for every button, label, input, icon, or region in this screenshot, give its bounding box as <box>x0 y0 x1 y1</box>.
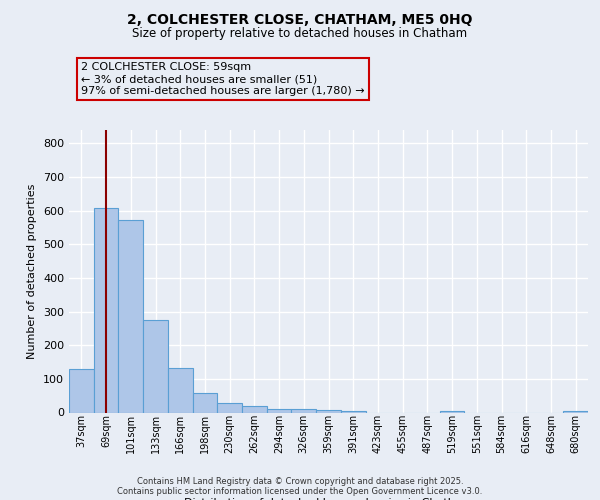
Bar <box>94 208 118 412</box>
Text: Contains public sector information licensed under the Open Government Licence v3: Contains public sector information licen… <box>118 487 482 496</box>
Bar <box>118 220 143 412</box>
Y-axis label: Number of detached properties: Number of detached properties <box>28 184 37 359</box>
Bar <box>168 368 193 412</box>
Text: Contains HM Land Registry data © Crown copyright and database right 2025.: Contains HM Land Registry data © Crown c… <box>137 477 463 486</box>
Text: 2, COLCHESTER CLOSE, CHATHAM, ME5 0HQ: 2, COLCHESTER CLOSE, CHATHAM, ME5 0HQ <box>127 12 473 26</box>
Bar <box>440 411 464 412</box>
Text: Size of property relative to detached houses in Chatham: Size of property relative to detached ho… <box>133 28 467 40</box>
Bar <box>143 320 168 412</box>
X-axis label: Distribution of detached houses by size in Chatham: Distribution of detached houses by size … <box>184 498 473 500</box>
Bar <box>69 369 94 412</box>
Bar <box>267 409 292 412</box>
Bar <box>217 403 242 412</box>
Bar <box>193 393 217 412</box>
Bar <box>563 411 588 412</box>
Bar <box>316 410 341 412</box>
Bar <box>292 409 316 412</box>
Bar <box>242 406 267 412</box>
Bar <box>341 411 365 412</box>
Text: 2 COLCHESTER CLOSE: 59sqm
← 3% of detached houses are smaller (51)
97% of semi-d: 2 COLCHESTER CLOSE: 59sqm ← 3% of detach… <box>81 62 365 96</box>
